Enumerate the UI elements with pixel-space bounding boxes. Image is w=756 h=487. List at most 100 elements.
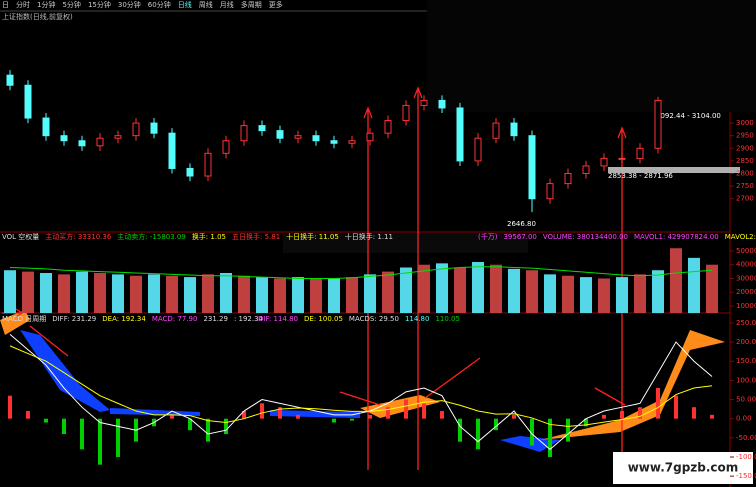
candle-body: [474, 137, 482, 162]
macd-bar: [242, 411, 246, 419]
annotation: 2646.80: [507, 220, 536, 228]
indicator-label: DIF: 114.80: [258, 315, 298, 323]
candle-body: [510, 122, 518, 137]
y-tick-label: 40000: [736, 261, 756, 269]
macd-bar: [566, 418, 570, 442]
toolbar-item: 1分钟: [37, 0, 55, 9]
candle-body: [168, 132, 176, 169]
volume-bar: [652, 270, 664, 313]
volume-bar: [616, 277, 628, 313]
macd-bar: [476, 418, 480, 450]
dea-line: [9, 345, 713, 427]
indicator-label: DE: 100.05: [304, 315, 343, 323]
candle-body: [24, 84, 32, 119]
macd-bar: [170, 414, 174, 419]
indicator-label: MAVOL2: 343952960.00: [725, 233, 756, 241]
volume-bar: [634, 274, 646, 313]
volume-bar: [706, 264, 718, 313]
candle-body: [132, 122, 140, 137]
toolbar-item: 日线: [178, 0, 192, 9]
indicator-label: 十日换手: 1.11: [345, 232, 393, 241]
volume-bar: [274, 278, 286, 313]
macd-bar: [26, 411, 30, 419]
toolbar-item: 月线: [220, 0, 234, 9]
diff-line: [9, 334, 713, 451]
macd-bar: [548, 418, 552, 458]
macd-bar: [458, 418, 462, 442]
indicator-label: (千万): [478, 232, 498, 241]
indicator-label: 五日换手: 5.81: [232, 232, 280, 241]
indicator-label: DEA: 192.34: [102, 315, 146, 323]
toolbar-item: 分时: [16, 0, 30, 9]
candle-body: [114, 135, 122, 139]
toolbar-item: 15分钟: [88, 0, 111, 9]
y-tick-label: 2700: [736, 195, 754, 203]
y-tick-label: 250.00: [736, 319, 756, 327]
y-tick-label: -50.00: [736, 434, 756, 442]
indicator-label: VOLUME: 380134400.00: [543, 233, 628, 241]
volume-bar: [400, 267, 412, 313]
indicator-label: VOL 空权量: [2, 232, 39, 241]
toolbar-item: 5分钟: [62, 0, 80, 9]
candle-body: [330, 140, 338, 144]
volume-bar: [220, 272, 232, 313]
candle-body: [78, 140, 86, 147]
volume-bar: [184, 277, 196, 313]
ma_values-line: [9, 266, 713, 279]
macd-bar: [188, 418, 192, 431]
highlight-box: [608, 167, 740, 173]
candle-body: [528, 135, 536, 200]
y-tick-label: -150.00: [736, 472, 756, 480]
candle-body: [456, 107, 464, 162]
macd-bar: [368, 414, 372, 419]
volume-bar: [310, 278, 322, 313]
candle-body: [366, 132, 374, 142]
volume-bar: [346, 277, 358, 313]
band: [360, 395, 440, 418]
candle-body: [600, 157, 608, 167]
macd-bar: [584, 418, 588, 427]
volume-bar: [292, 277, 304, 313]
macd-bar: [656, 388, 660, 419]
macd-bar: [80, 418, 84, 450]
y-tick-label: 3000: [736, 119, 754, 127]
indicator-label: MACDS: 29.50: [349, 315, 399, 323]
volume-bar: [256, 277, 268, 313]
macd-bar: [602, 414, 606, 419]
macd-bar: [44, 418, 48, 423]
y-tick-label: 30000: [736, 274, 756, 282]
indicator-label: 39567.00: [503, 233, 536, 241]
volume-bar: [670, 248, 682, 313]
macd-bar: [674, 395, 678, 419]
candle-body: [222, 140, 230, 154]
volume-bar: [238, 275, 250, 313]
volume-bar: [544, 274, 556, 313]
indicator-label: 231.29: [203, 315, 228, 323]
candle-body: [402, 104, 410, 122]
annotation: 3092.44 - 3104.00: [656, 112, 721, 120]
candle-body: [42, 117, 50, 137]
indicator-label: MACD 日周期: [2, 315, 46, 323]
toolbar-item: 日: [2, 1, 9, 9]
volume-bar: [4, 270, 16, 313]
volume-bar: [454, 267, 466, 313]
arrow: [339, 391, 381, 406]
volume-bar: [112, 274, 124, 313]
chart-title: 上证指数(日线,前复权): [2, 12, 73, 21]
y-tick-label: 2750: [736, 182, 754, 190]
volume-bar: [526, 270, 538, 313]
volume-bar: [364, 274, 376, 313]
macd-bar: [116, 418, 120, 458]
toolbar-item: 60分钟: [148, 0, 171, 9]
macd-bar: [278, 407, 282, 419]
y-tick-label: 50.00: [736, 396, 756, 404]
indicator-label: DIFF: 231.29: [52, 315, 96, 323]
volume-bar: [382, 271, 394, 313]
y-tick-label: 50000: [736, 247, 756, 255]
y-tick-label: 2850: [736, 157, 754, 165]
y-tick-label: 20000: [736, 288, 756, 296]
y-tick-label: 100.00: [736, 376, 756, 384]
y-tick-label: 10000: [736, 302, 756, 310]
candle-body: [546, 183, 554, 200]
